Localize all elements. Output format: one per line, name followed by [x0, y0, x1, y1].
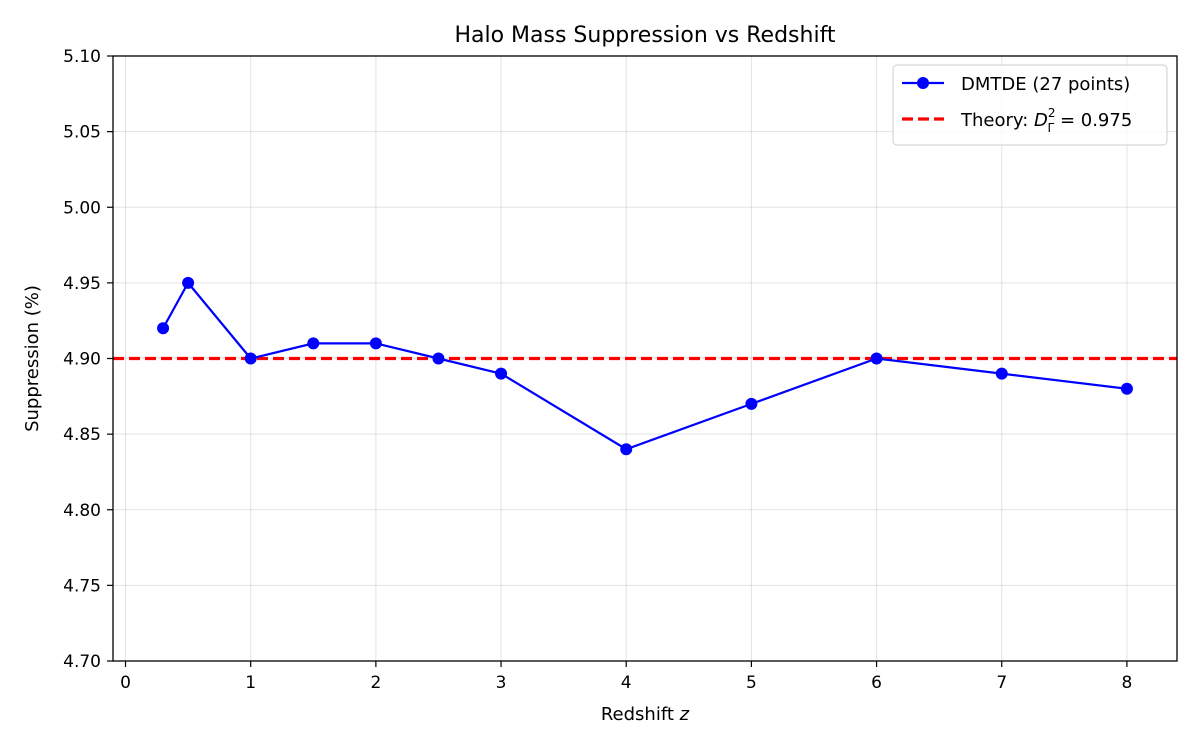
legend-box: [892, 64, 1168, 146]
legend-theory-subscript: Γ: [1048, 121, 1055, 135]
data-point: [244, 352, 257, 365]
data-point: [495, 367, 508, 380]
y-tick-label: 5.00: [63, 198, 101, 218]
x-tick-label: 3: [496, 673, 507, 693]
legend-theory-superscript: 2: [1048, 106, 1056, 120]
y-tick-label: 4.80: [63, 501, 101, 521]
data-point: [620, 443, 633, 456]
data-point: [745, 397, 758, 410]
y-tick-label: 4.90: [63, 350, 101, 370]
x-axis-label: Redshift z: [601, 704, 690, 725]
x-tick-label: 7: [996, 673, 1007, 693]
y-tick-label: 4.85: [63, 425, 101, 445]
data-point: [995, 367, 1008, 380]
legend-theory-suffix: = 0.975: [1054, 110, 1132, 131]
data-point: [1120, 382, 1133, 395]
data-point: [432, 352, 445, 365]
y-ticks: 4.70 4.75 4.80 4.85 4.90 4.95 5.00 5.05 5.10: [63, 47, 113, 672]
series-line: [162, 280, 1128, 451]
legend: DMTDE (27 points) Theory: D2 Γ = 0.975: [892, 64, 1168, 146]
series-layer: [157, 276, 1133, 456]
data-point: [369, 337, 382, 350]
x-ticks: 0 1 2 3 4 5 6 7 8: [120, 661, 1132, 693]
data-point: [870, 352, 883, 365]
legend-theory-label: Theory: D2 Γ = 0.975: [960, 106, 1132, 135]
x-tick-label: 2: [370, 673, 381, 693]
legend-series-marker: [917, 77, 929, 89]
x-tick-label: 0: [120, 673, 131, 693]
y-tick-label: 5.10: [63, 47, 101, 67]
y-tick-label: 4.70: [63, 652, 101, 672]
x-tick-label: 5: [746, 673, 757, 693]
chart-title: Halo Mass Suppression vs Redshift: [454, 23, 835, 48]
x-tick-label: 4: [621, 673, 632, 693]
legend-theory-symbol: D: [1034, 110, 1048, 131]
data-point: [182, 276, 195, 289]
x-axis-label-text: Redshift: [601, 704, 674, 725]
y-axis-label: Suppression (%): [22, 285, 43, 432]
y-tick-label: 4.95: [63, 274, 101, 294]
legend-series-label: DMTDE (27 points): [961, 74, 1130, 95]
y-tick-label: 4.75: [63, 576, 101, 596]
x-tick-label: 1: [245, 673, 256, 693]
x-axis-label-variable: z: [679, 704, 690, 725]
x-tick-label: 6: [871, 673, 882, 693]
legend-theory-prefix: Theory:: [960, 110, 1034, 131]
y-tick-label: 5.05: [63, 123, 101, 143]
data-point: [307, 337, 320, 350]
data-point: [157, 322, 170, 335]
x-tick-label: 8: [1122, 673, 1133, 693]
